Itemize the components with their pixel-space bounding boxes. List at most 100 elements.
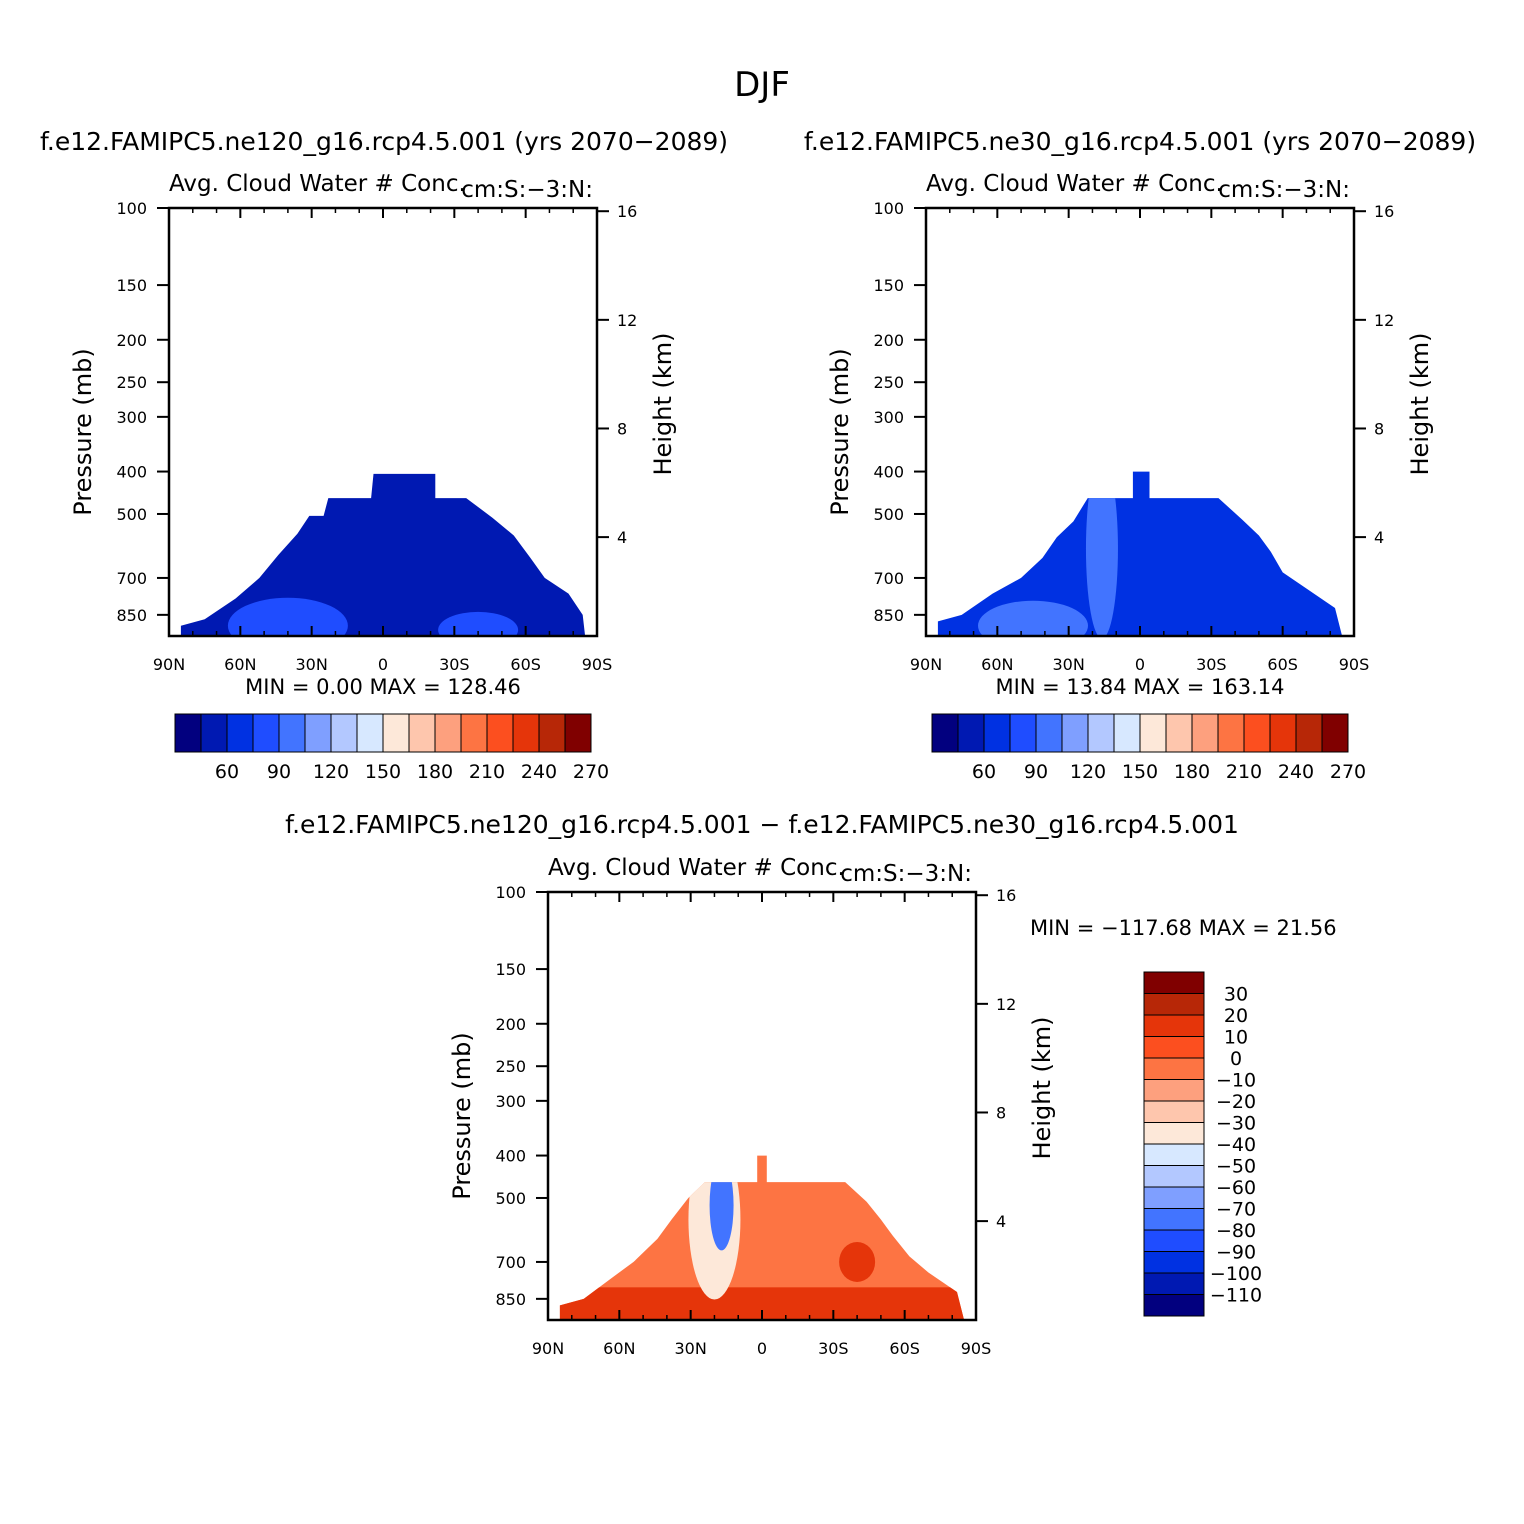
colorbar-swatch (252, 713, 280, 753)
y-tick-label: 850 (495, 1290, 526, 1309)
colorbar-label: −80 (1216, 1220, 1256, 1242)
y-tick-label: 200 (116, 331, 147, 350)
colorbar-swatch (1217, 713, 1245, 753)
min-max-stats: MIN = 0.00 MAX = 128.46 (245, 675, 521, 699)
colorbar-swatch (200, 713, 228, 753)
colorbar-swatch (1143, 1057, 1205, 1080)
panel-top-left: f.e12.FAMIPC5.ne120_g16.rcp4.5.001 (yrs … (40, 127, 728, 783)
case-title: f.e12.FAMIPC5.ne120_g16.rcp4.5.001 (yrs … (40, 127, 728, 156)
y-tick-label: 700 (495, 1253, 526, 1272)
y-tick-label: 700 (116, 569, 147, 588)
colorbar-swatch (538, 713, 566, 753)
colorbar-label: 120 (313, 761, 349, 783)
colorbar-label: −100 (1210, 1263, 1262, 1285)
y-tick-label: 150 (873, 276, 904, 295)
x-tick-label: 90S (961, 1339, 992, 1358)
colorbar-swatch (226, 713, 254, 753)
min-max-stats: MIN = −117.68 MAX = 21.56 (1030, 916, 1337, 940)
x-tick-label: 0 (378, 655, 388, 674)
colorbar-swatch (1143, 1014, 1205, 1037)
x-tick-label: 30S (439, 655, 470, 674)
colorbar-swatch (1143, 1122, 1205, 1145)
height-tick-label: 8 (1374, 419, 1384, 438)
colorbar-swatch (1143, 1143, 1205, 1166)
x-tick-label: 90S (1339, 655, 1370, 674)
height-tick-label: 12 (617, 311, 637, 330)
x-tick-label: 30N (1053, 655, 1085, 674)
y-tick-label: 500 (116, 505, 147, 524)
x-tick-label: 90N (153, 655, 185, 674)
y-tick-label: 100 (116, 199, 147, 218)
contour-field (559, 1155, 965, 1320)
y-axis-label: Pressure (mb) (69, 348, 97, 515)
colorbar-label: 10 (1224, 1027, 1248, 1049)
colorbar-swatch (1143, 1272, 1205, 1295)
y-tick-label: 850 (116, 606, 147, 625)
y-tick-label: 400 (873, 463, 904, 482)
colorbar-swatch (1269, 713, 1297, 753)
colorbar: 3020100−10−20−30−40−50−60−70−80−90−100−1… (1143, 971, 1262, 1317)
contour-field (937, 471, 1343, 636)
y-tick-label: 250 (116, 373, 147, 392)
colorbar-label: 90 (1024, 761, 1048, 783)
y-tick-label: 500 (873, 505, 904, 524)
y-tick-label: 500 (495, 1189, 526, 1208)
colorbar-label: 150 (365, 761, 401, 783)
y-axis-label-right: Height (km) (1028, 1017, 1056, 1160)
contour-field (180, 473, 586, 636)
colorbar-swatch (278, 713, 306, 753)
x-tick-label: 30N (675, 1339, 707, 1358)
x-tick-label: 30N (296, 655, 328, 674)
colorbar-label: 270 (1330, 761, 1366, 783)
x-tick-label: 90S (582, 655, 613, 674)
y-tick-label: 200 (495, 1015, 526, 1034)
colorbar-swatch (512, 713, 540, 753)
colorbar-label: −20 (1216, 1091, 1256, 1113)
colorbar-label: 90 (267, 761, 291, 783)
colorbar-swatch (1143, 993, 1205, 1016)
panel-top-right: f.e12.FAMIPC5.ne30_g16.rcp4.5.001 (yrs 2… (804, 127, 1476, 783)
colorbar-swatch (460, 713, 488, 753)
colorbar-label: −10 (1216, 1070, 1256, 1092)
contour-fill-base (937, 471, 1343, 636)
colorbar-swatch (1143, 1294, 1205, 1317)
y-tick-label: 200 (873, 331, 904, 350)
colorbar: 60 90 120 150 180 210 240 270 (931, 713, 1366, 783)
y-tick-label: 400 (116, 463, 147, 482)
x-tick-label: 90N (910, 655, 942, 674)
height-tick-label: 4 (996, 1212, 1006, 1231)
panel-right-title: cm:S:−3:N: (840, 861, 972, 887)
panel-right-title: cm:S:−3:N: (461, 177, 593, 203)
figure-title: DJF (734, 65, 790, 105)
y-tick-label: 250 (873, 373, 904, 392)
height-tick-label: 8 (617, 419, 627, 438)
colorbar-label: 150 (1122, 761, 1158, 783)
colorbar-swatch (1295, 713, 1323, 753)
colorbar-swatch (1165, 713, 1193, 753)
colorbar-swatch (983, 713, 1011, 753)
y-tick-label: 100 (873, 199, 904, 218)
y-tick-label: 700 (873, 569, 904, 588)
height-tick-label: 8 (996, 1103, 1006, 1122)
colorbar-label: −110 (1210, 1285, 1262, 1307)
height-tick-label: 4 (617, 528, 627, 547)
x-tick-label: 60N (224, 655, 256, 674)
colorbar-swatch (330, 713, 358, 753)
contour-fill-neg-core (709, 1160, 734, 1251)
x-tick-label: 30S (1196, 655, 1227, 674)
y-tick-label: 400 (495, 1147, 526, 1166)
x-tick-label: 90N (532, 1339, 564, 1358)
colorbar-label: 270 (573, 761, 609, 783)
colorbar-swatch (1143, 1079, 1205, 1102)
height-tick-label: 12 (1374, 311, 1394, 330)
x-tick-label: 60S (1267, 655, 1298, 674)
colorbar-swatch (434, 713, 462, 753)
colorbar-swatch (1243, 713, 1271, 753)
panels: f.e12.FAMIPC5.ne120_g16.rcp4.5.001 (yrs … (40, 127, 1476, 1358)
colorbar-swatch (382, 713, 410, 753)
colorbar-label: −40 (1216, 1134, 1256, 1156)
x-tick-label: 60N (981, 655, 1013, 674)
x-tick-label: 60N (603, 1339, 635, 1358)
case-title: f.e12.FAMIPC5.ne30_g16.rcp4.5.001 (yrs 2… (804, 127, 1476, 156)
colorbar-label: 30 (1224, 984, 1248, 1006)
